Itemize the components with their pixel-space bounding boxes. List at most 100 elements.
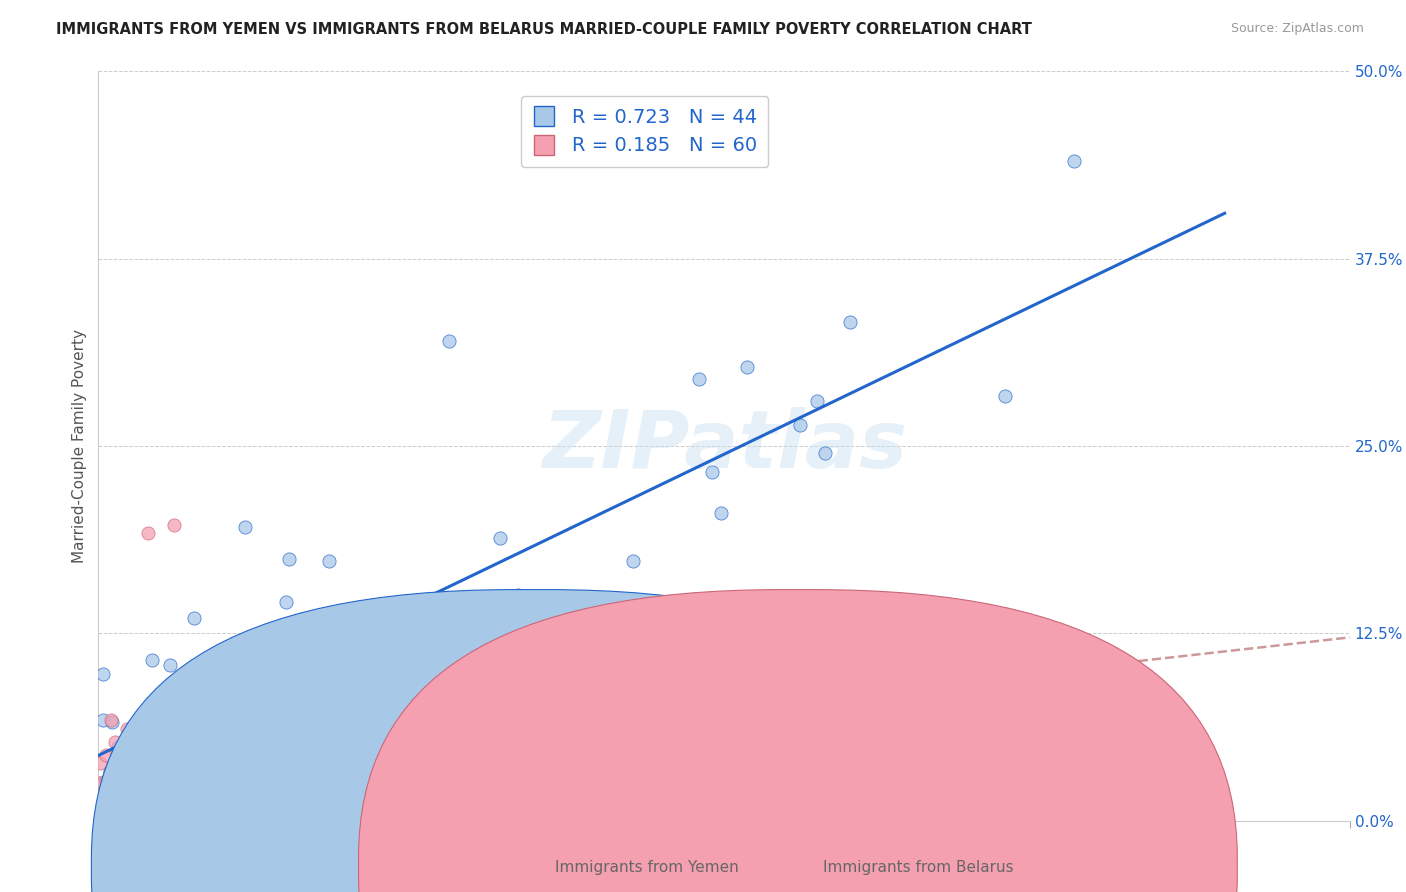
Point bbox=[112, 756, 135, 771]
Point bbox=[104, 814, 127, 828]
Point bbox=[1063, 154, 1085, 169]
Point bbox=[114, 736, 136, 750]
Point bbox=[124, 764, 146, 779]
Point bbox=[96, 805, 118, 820]
Point bbox=[735, 360, 758, 375]
Text: ZIPatlas: ZIPatlas bbox=[541, 407, 907, 485]
Point bbox=[96, 814, 118, 828]
Point bbox=[198, 814, 221, 828]
Point bbox=[105, 790, 128, 805]
Point bbox=[105, 746, 128, 760]
Point bbox=[702, 465, 724, 479]
Point bbox=[194, 814, 217, 828]
Point bbox=[103, 799, 125, 814]
Point bbox=[688, 371, 710, 385]
Point bbox=[93, 713, 115, 727]
Point bbox=[101, 715, 124, 730]
Point bbox=[129, 814, 152, 828]
Point bbox=[94, 773, 117, 788]
Point bbox=[437, 334, 460, 348]
Point bbox=[165, 814, 187, 828]
Point bbox=[94, 780, 117, 795]
Point bbox=[90, 777, 112, 791]
Point bbox=[89, 756, 111, 770]
Point bbox=[104, 735, 127, 749]
Point bbox=[264, 783, 287, 797]
Point bbox=[104, 756, 127, 770]
Point bbox=[93, 666, 115, 681]
Text: Source: ZipAtlas.com: Source: ZipAtlas.com bbox=[1230, 22, 1364, 36]
Point bbox=[131, 761, 153, 775]
Point bbox=[94, 814, 117, 828]
Point bbox=[115, 722, 138, 736]
Point bbox=[763, 716, 786, 731]
Point bbox=[110, 783, 132, 797]
Point bbox=[112, 770, 135, 784]
Point bbox=[191, 800, 214, 814]
Text: Immigrants from Belarus: Immigrants from Belarus bbox=[823, 860, 1014, 874]
Point bbox=[94, 814, 117, 828]
Point bbox=[163, 715, 186, 730]
Point bbox=[120, 728, 142, 742]
Point bbox=[301, 658, 323, 673]
Point bbox=[710, 506, 733, 520]
Point bbox=[284, 765, 307, 780]
Point bbox=[322, 738, 344, 752]
Point bbox=[814, 446, 837, 460]
Point bbox=[117, 814, 139, 828]
Point bbox=[145, 780, 167, 795]
Point bbox=[100, 713, 122, 727]
Point bbox=[136, 814, 159, 828]
Point bbox=[269, 801, 291, 815]
Point bbox=[312, 801, 335, 815]
Point bbox=[112, 748, 135, 763]
Point bbox=[159, 657, 181, 672]
Point bbox=[789, 417, 811, 432]
Point bbox=[97, 774, 120, 789]
Point bbox=[93, 783, 115, 797]
Point bbox=[93, 814, 115, 828]
Point bbox=[138, 525, 160, 540]
Point bbox=[994, 389, 1017, 403]
Point bbox=[166, 785, 188, 799]
Point bbox=[104, 772, 127, 787]
Point bbox=[235, 519, 257, 533]
Point bbox=[299, 771, 322, 785]
Point bbox=[318, 554, 340, 568]
Point bbox=[838, 315, 860, 329]
Legend: R = 0.723   N = 44, R = 0.185   N = 60: R = 0.723 N = 44, R = 0.185 N = 60 bbox=[522, 96, 769, 167]
Point bbox=[274, 594, 297, 608]
Point bbox=[97, 783, 120, 797]
Point bbox=[162, 518, 184, 533]
Point bbox=[278, 552, 301, 566]
Point bbox=[267, 733, 290, 747]
Point bbox=[122, 751, 145, 765]
Point bbox=[108, 798, 131, 813]
Point bbox=[224, 739, 246, 754]
Point bbox=[488, 531, 510, 545]
Point bbox=[108, 772, 131, 787]
Point bbox=[124, 814, 146, 828]
Point bbox=[280, 711, 302, 725]
Point bbox=[181, 714, 204, 728]
Point bbox=[621, 554, 644, 568]
Point bbox=[98, 789, 121, 804]
Y-axis label: Married-Couple Family Poverty: Married-Couple Family Poverty bbox=[72, 329, 87, 563]
Point bbox=[89, 814, 111, 828]
Point bbox=[316, 735, 339, 749]
Point bbox=[806, 394, 828, 409]
Point bbox=[122, 770, 145, 784]
Point bbox=[162, 812, 184, 826]
Text: Immigrants from Yemen: Immigrants from Yemen bbox=[555, 860, 740, 874]
Point bbox=[174, 812, 197, 826]
Point bbox=[212, 689, 235, 703]
Point bbox=[125, 719, 148, 733]
Point bbox=[89, 800, 111, 814]
Point bbox=[107, 739, 129, 754]
Point bbox=[183, 611, 205, 625]
Text: 0.0%: 0.0% bbox=[98, 862, 138, 877]
Point bbox=[125, 753, 148, 767]
Text: IMMIGRANTS FROM YEMEN VS IMMIGRANTS FROM BELARUS MARRIED-COUPLE FAMILY POVERTY C: IMMIGRANTS FROM YEMEN VS IMMIGRANTS FROM… bbox=[56, 22, 1032, 37]
Point bbox=[141, 653, 163, 667]
Point bbox=[506, 588, 529, 602]
